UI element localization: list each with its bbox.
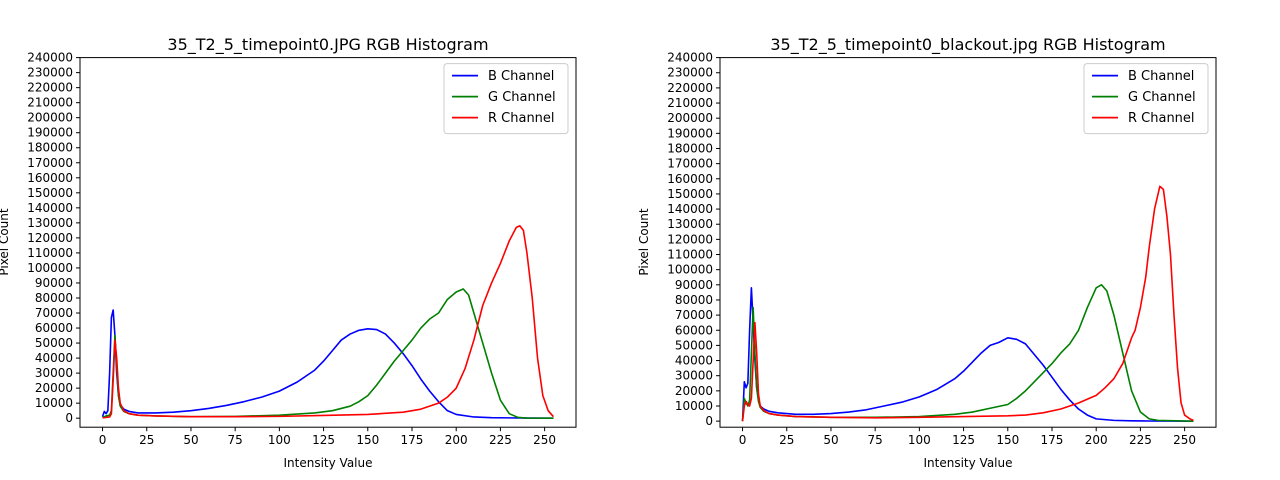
x-tick-label: 25 — [139, 433, 154, 447]
histogram-panel-original: 0 25 50 75 100 125 150 175 200 225 250 01000020000… — [0, 35, 577, 470]
legend-box — [1083, 63, 1209, 135]
legend-entry: G Channel — [488, 90, 556, 105]
x-tick-label: 0 — [99, 433, 107, 447]
y-tick-label: 140000 — [667, 202, 713, 216]
x-tick-label: 100 — [908, 433, 931, 447]
x-tick-label: 175 — [1041, 433, 1064, 447]
y-tick-label: 230000 — [27, 66, 73, 80]
y-tick-label: 220000 — [27, 81, 73, 95]
y-tick-label: 160000 — [667, 172, 713, 186]
y-tick-label: 90000 — [35, 276, 73, 290]
y-tick-label: 220000 — [667, 81, 713, 95]
y-tick-label: 210000 — [27, 96, 73, 110]
y-tick-label: 30000 — [35, 366, 73, 380]
y-tick-label: 190000 — [667, 126, 713, 140]
y-tick-label: 120000 — [667, 232, 713, 246]
y-tick-label: 10000 — [35, 396, 73, 410]
y-tick-label: 100000 — [27, 261, 73, 275]
y-tick-label: 10000 — [675, 399, 713, 413]
x-tick-label: 225 — [489, 433, 512, 447]
y-tick-label: 160000 — [27, 171, 73, 185]
y-tick-label: 210000 — [667, 96, 713, 110]
x-tick-label: 250 — [533, 433, 556, 447]
y-axis-label: Pixel Count — [0, 208, 11, 276]
x-tick-label: 225 — [1129, 433, 1152, 447]
x-tick-label: 200 — [1085, 433, 1108, 447]
y-tick-label: 110000 — [27, 246, 73, 260]
y-tick-label: 240000 — [27, 51, 73, 65]
y-tick-label: 240000 — [667, 51, 713, 65]
y-tick-label: 50000 — [675, 338, 713, 352]
y-tick-label: 140000 — [27, 201, 73, 215]
legend-box — [443, 63, 569, 135]
legend-entry: B Channel — [488, 69, 554, 84]
y-tick-label: 30000 — [675, 369, 713, 383]
y-tick-label: 180000 — [27, 141, 73, 155]
x-axis-ticks: 0 25 50 75 100 125 150 175 200 225 250 — [99, 427, 556, 447]
y-tick-label: 230000 — [667, 66, 713, 80]
x-axis-label: Intensity Value — [284, 456, 373, 470]
y-tick-label: 100000 — [667, 263, 713, 277]
y-tick-label: 170000 — [27, 156, 73, 170]
chart-title: 35_T2_5_timepoint0_blackout.jpg RGB Hist… — [770, 35, 1165, 55]
x-tick-label: 200 — [445, 433, 468, 447]
y-tick-label: 200000 — [27, 111, 73, 125]
y-tick-label: 20000 — [675, 384, 713, 398]
x-tick-label: 50 — [183, 433, 198, 447]
y-tick-label: 40000 — [35, 351, 73, 365]
legend-entry: R Channel — [488, 111, 555, 126]
y-tick-label: 130000 — [27, 216, 73, 230]
y-tick-label: 20000 — [35, 381, 73, 395]
y-tick-label: 200000 — [667, 111, 713, 125]
y-tick-label: 80000 — [675, 293, 713, 307]
y-tick-label: 90000 — [675, 278, 713, 292]
legend-entry: R Channel — [1128, 111, 1195, 126]
x-tick-label: 150 — [996, 433, 1019, 447]
x-tick-label: 75 — [868, 433, 883, 447]
x-tick-label: 125 — [952, 433, 975, 447]
x-tick-label: 25 — [779, 433, 794, 447]
legend-entry: B Channel — [1128, 69, 1194, 84]
y-tick-label: 0 — [65, 411, 73, 425]
series-line-r-channel — [102, 225, 555, 419]
y-tick-label: 150000 — [27, 186, 73, 200]
y-tick-label: 50000 — [35, 336, 73, 350]
x-tick-label: 175 — [401, 433, 424, 447]
x-tick-label: 50 — [823, 433, 838, 447]
chart-title: 35_T2_5_timepoint0.JPG RGB Histogram — [167, 35, 488, 55]
y-tick-label: 80000 — [35, 291, 73, 305]
y-tick-label: 0 — [705, 414, 713, 428]
y-tick-label: 190000 — [27, 126, 73, 140]
y-tick-label: 110000 — [667, 248, 713, 262]
legend: B Channel G Channel R Channel — [1083, 63, 1209, 135]
histogram-panel-blackout: 0 25 50 75 100 125 150 175 200 225 250 01000020000… — [637, 35, 1217, 470]
y-tick-label: 170000 — [667, 157, 713, 171]
y-tick-label: 180000 — [667, 141, 713, 155]
legend-entry: G Channel — [1128, 90, 1196, 105]
series-layer — [101, 225, 555, 419]
x-tick-label: 100 — [268, 433, 291, 447]
y-tick-label: 70000 — [35, 306, 73, 320]
x-tick-label: 75 — [228, 433, 243, 447]
x-tick-label: 0 — [739, 433, 747, 447]
x-tick-label: 150 — [356, 433, 379, 447]
y-axis-label: Pixel Count — [637, 208, 651, 276]
x-tick-label: 125 — [312, 433, 335, 447]
series-line-r-channel — [741, 185, 1194, 422]
y-axis-ticks: 0100002000030000400005000060000700008000… — [27, 51, 80, 425]
x-tick-label: 250 — [1173, 433, 1196, 447]
x-axis-label: Intensity Value — [924, 456, 1013, 470]
x-axis-ticks: 0 25 50 75 100 125 150 175 200 225 250 — [739, 427, 1196, 447]
y-tick-label: 60000 — [675, 323, 713, 337]
y-tick-label: 150000 — [667, 187, 713, 201]
y-tick-label: 130000 — [667, 217, 713, 231]
y-tick-label: 40000 — [675, 354, 713, 368]
legend: B Channel G Channel R Channel — [443, 63, 569, 135]
y-tick-label: 120000 — [27, 231, 73, 245]
y-tick-label: 60000 — [35, 321, 73, 335]
series-layer — [741, 185, 1194, 422]
y-tick-label: 70000 — [675, 308, 713, 322]
